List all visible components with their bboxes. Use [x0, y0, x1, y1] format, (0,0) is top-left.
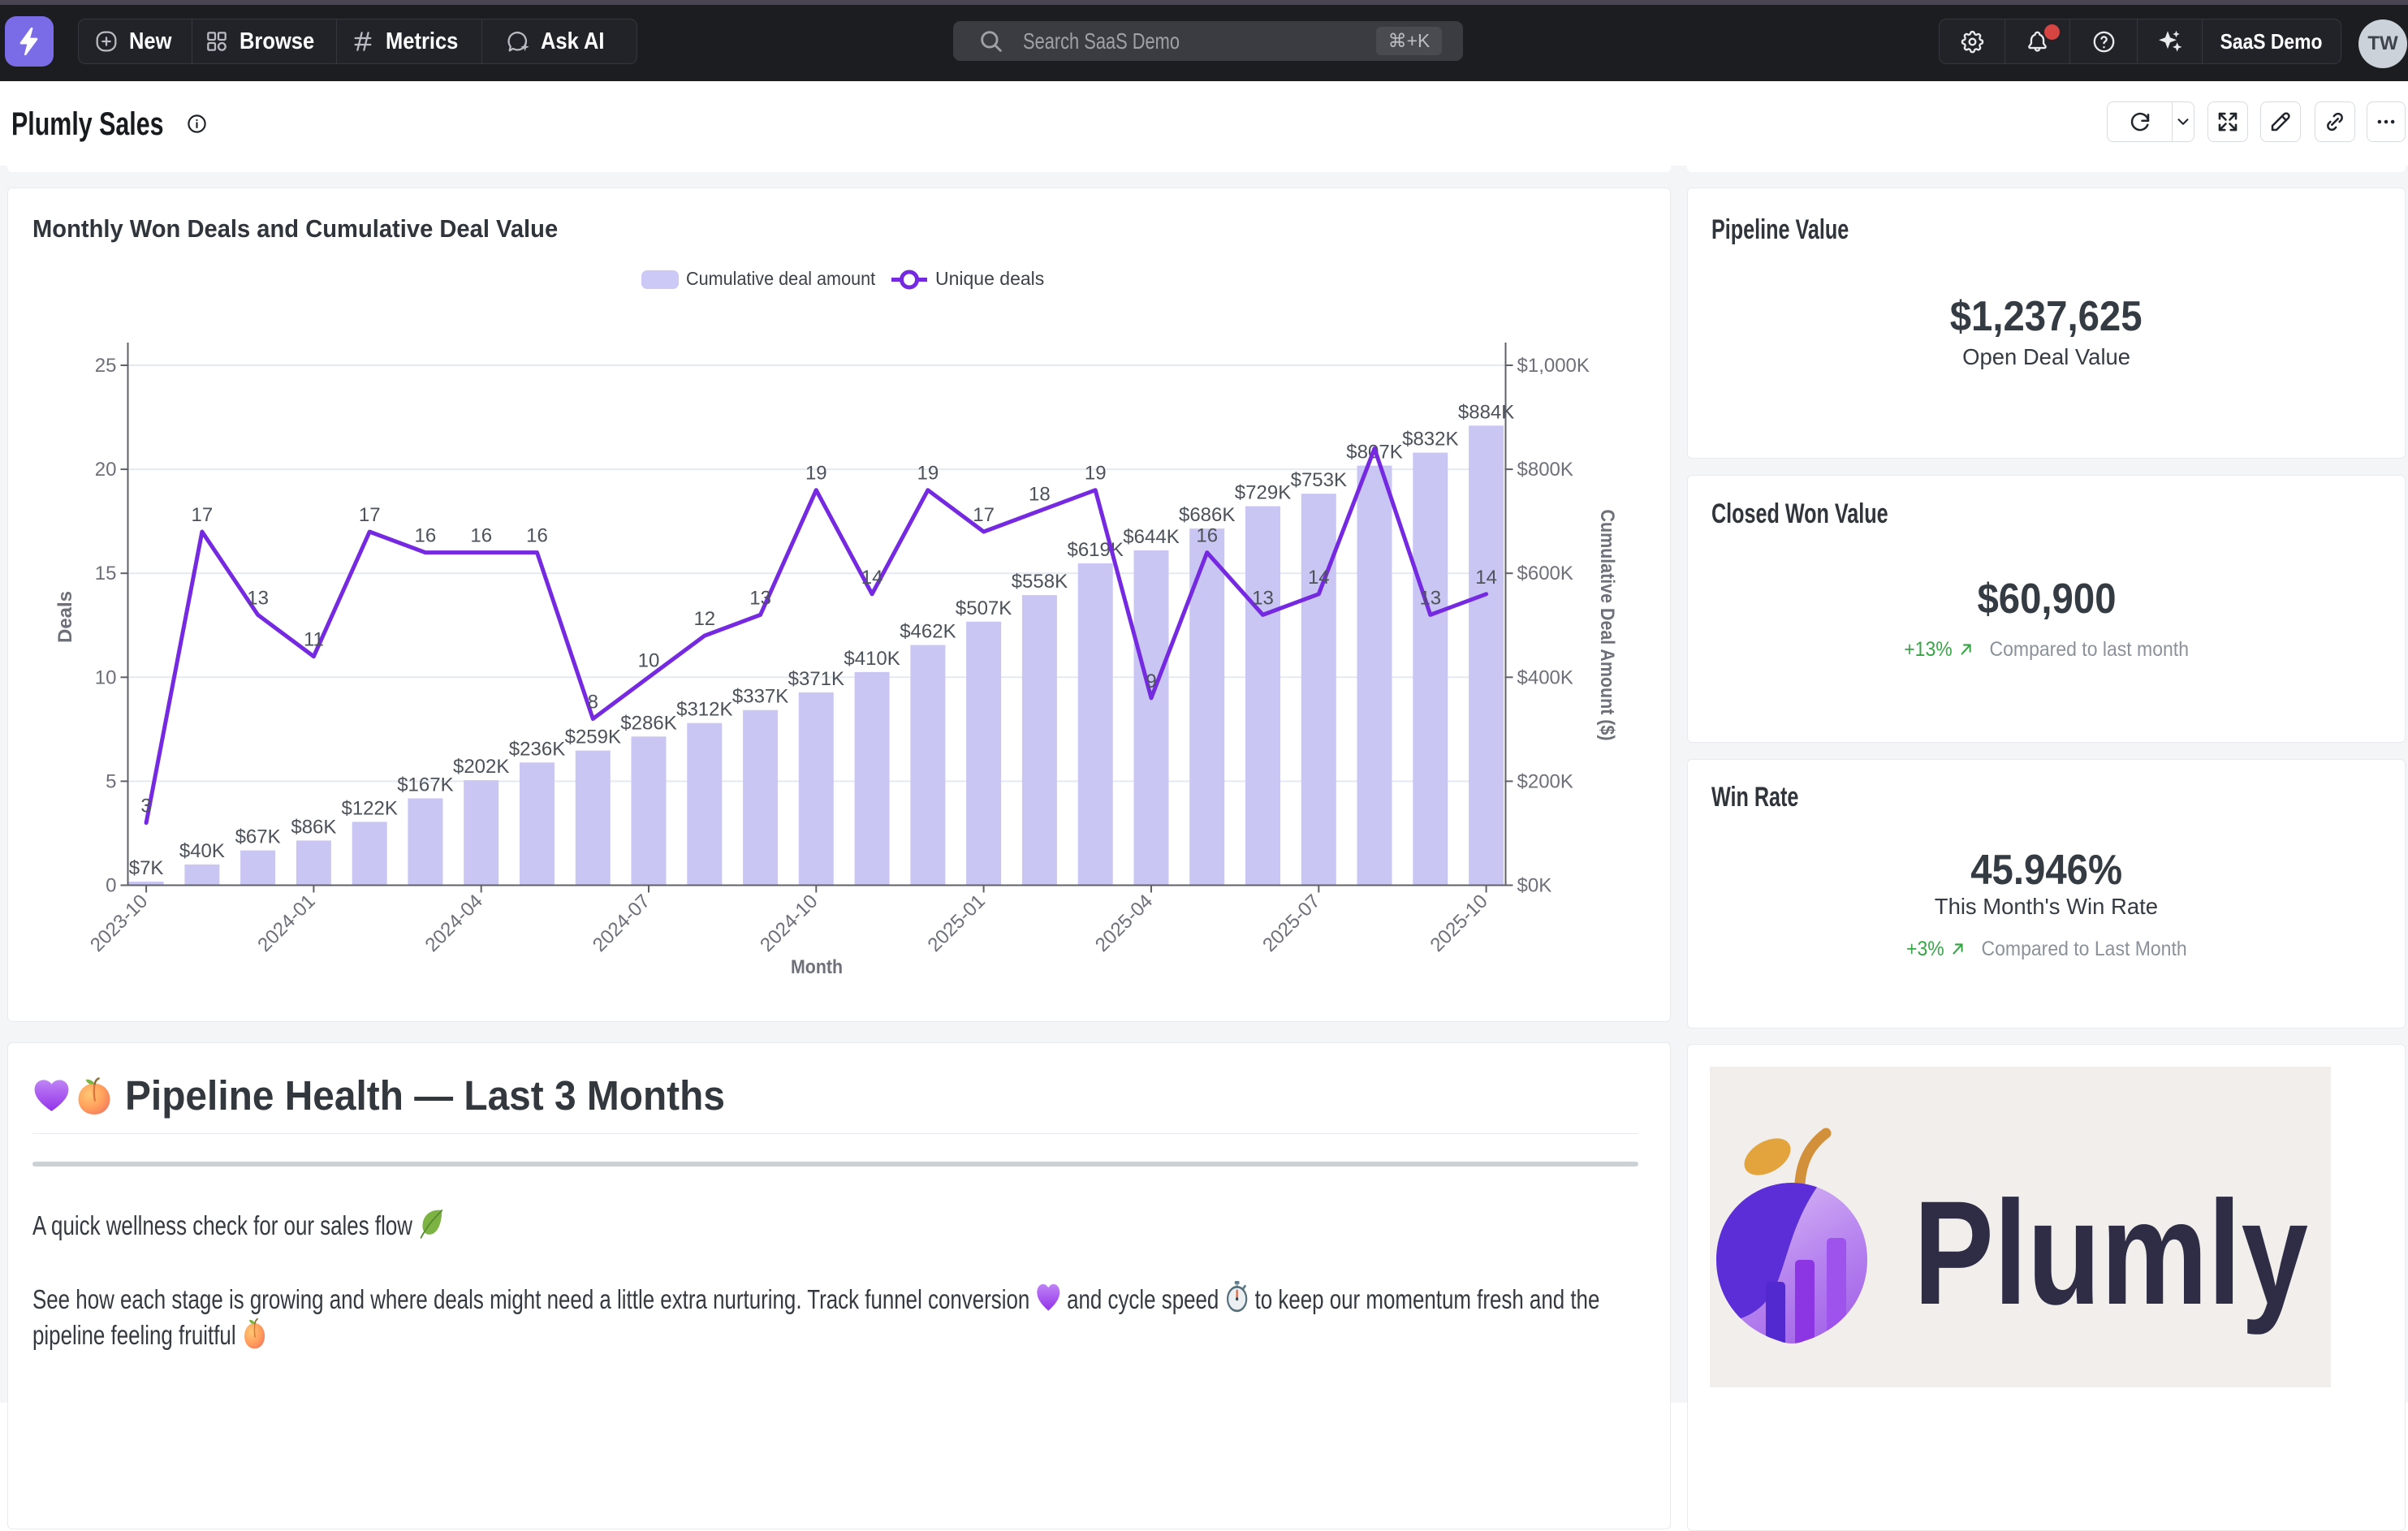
- svg-text:8: 8: [588, 692, 598, 714]
- svg-text:11: 11: [304, 629, 324, 651]
- svg-text:$371K: $371K: [788, 668, 844, 690]
- svg-text:2024-01: 2024-01: [253, 891, 319, 956]
- svg-text:$7K: $7K: [129, 857, 164, 879]
- svg-text:2024-10: 2024-10: [756, 891, 822, 956]
- svg-text:$86K: $86K: [291, 816, 336, 838]
- svg-text:19: 19: [917, 463, 939, 485]
- svg-text:$337K: $337K: [732, 686, 788, 708]
- svg-text:$600K: $600K: [1517, 563, 1573, 584]
- svg-text:$753K: $753K: [1291, 469, 1347, 491]
- svg-text:2024-07: 2024-07: [589, 891, 654, 956]
- svg-text:16: 16: [526, 525, 548, 547]
- svg-text:2024-04: 2024-04: [421, 891, 487, 956]
- svg-text:25: 25: [95, 355, 117, 377]
- svg-text:2025-07: 2025-07: [1258, 891, 1324, 956]
- svg-text:$312K: $312K: [676, 699, 732, 721]
- svg-text:$122K: $122K: [341, 797, 397, 819]
- svg-text:16: 16: [470, 525, 492, 547]
- svg-text:2025-04: 2025-04: [1091, 891, 1157, 956]
- svg-text:20: 20: [95, 459, 117, 481]
- svg-text:16: 16: [415, 525, 437, 547]
- svg-text:3: 3: [140, 796, 151, 817]
- svg-text:2025-01: 2025-01: [923, 891, 989, 956]
- svg-text:$200K: $200K: [1517, 770, 1573, 792]
- svg-text:$729K: $729K: [1235, 482, 1291, 504]
- svg-text:17: 17: [973, 504, 995, 526]
- svg-text:5: 5: [106, 770, 116, 792]
- svg-text:$67K: $67K: [235, 826, 281, 848]
- svg-text:$800K: $800K: [1517, 459, 1573, 481]
- svg-text:$286K: $286K: [620, 712, 676, 734]
- svg-text:0: 0: [106, 875, 116, 897]
- svg-text:14: 14: [1475, 567, 1497, 589]
- svg-text:Deals: Deals: [54, 591, 76, 643]
- svg-text:17: 17: [192, 504, 214, 526]
- svg-text:13: 13: [247, 587, 269, 609]
- svg-text:$832K: $832K: [1402, 429, 1458, 451]
- svg-text:Plumly: Plumly: [1914, 1170, 2308, 1335]
- svg-text:12: 12: [693, 608, 715, 630]
- svg-text:15: 15: [95, 563, 117, 584]
- svg-text:18: 18: [1029, 483, 1051, 505]
- svg-text:$884K: $884K: [1458, 401, 1514, 423]
- svg-text:10: 10: [638, 649, 660, 671]
- svg-text:10: 10: [95, 666, 117, 688]
- svg-text:17: 17: [359, 504, 381, 526]
- svg-text:$236K: $236K: [509, 738, 565, 760]
- svg-text:13: 13: [749, 587, 771, 609]
- svg-text:14: 14: [1308, 567, 1330, 589]
- svg-text:2025-10: 2025-10: [1426, 891, 1491, 956]
- svg-text:19: 19: [1085, 463, 1107, 485]
- svg-text:19: 19: [805, 463, 827, 485]
- svg-text:16: 16: [1196, 525, 1218, 547]
- svg-text:Month: Month: [791, 956, 843, 978]
- svg-text:9: 9: [1146, 671, 1156, 692]
- svg-text:$259K: $259K: [565, 727, 621, 748]
- svg-text:$167K: $167K: [397, 774, 453, 796]
- svg-text:$462K: $462K: [900, 621, 956, 643]
- svg-text:$0K: $0K: [1517, 875, 1552, 897]
- svg-text:13: 13: [1419, 587, 1441, 609]
- svg-text:Cumulative Deal Amount ($): Cumulative Deal Amount ($): [1596, 510, 1618, 741]
- svg-text:$558K: $558K: [1012, 571, 1068, 593]
- svg-text:2023-10: 2023-10: [86, 891, 152, 956]
- svg-text:$507K: $507K: [956, 597, 1012, 619]
- svg-text:$644K: $644K: [1123, 526, 1179, 548]
- svg-text:$202K: $202K: [453, 756, 509, 778]
- svg-text:$1,000K: $1,000K: [1517, 355, 1590, 377]
- svg-text:$410K: $410K: [844, 648, 900, 670]
- svg-text:$686K: $686K: [1179, 504, 1235, 526]
- svg-text:13: 13: [1252, 587, 1274, 609]
- svg-text:$40K: $40K: [179, 840, 225, 862]
- svg-text:14: 14: [861, 567, 883, 589]
- svg-text:$400K: $400K: [1517, 666, 1573, 688]
